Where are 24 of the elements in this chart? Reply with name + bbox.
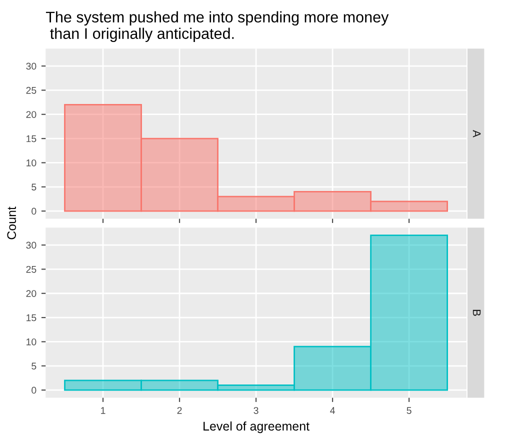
x-tick-label: 2 [177,407,182,414]
y-tick-label: 25 [26,266,36,273]
y-axis-title: Count [7,206,16,240]
y-tick-label: 20 [26,290,36,297]
y-tick-label: 0 [32,208,36,215]
chart-title: The system pushed me into spending more money than I originally anticipated. [46,11,389,42]
y-tick-label: 5 [32,184,36,190]
x-tick-label: 3 [254,407,258,414]
text: B [472,310,481,316]
y-tick-label: 30 [26,242,36,249]
x-axis-title: Level of agreement [204,421,310,434]
y-tick-label: 15 [26,314,36,322]
y-tick-label: 25 [26,86,36,94]
x-tick-label: 4 [330,407,335,414]
y-tick-label: 0 [32,386,36,394]
text: A [472,130,481,138]
y-tick-label: 10 [26,338,36,346]
y-tick-label: 30 [26,62,36,70]
y-tick-label: 20 [26,111,36,118]
y-tick-label: 15 [26,135,36,142]
x-tick-label: 1 [101,407,106,414]
y-tick-label: 10 [26,159,36,166]
x-tick-label: 5 [406,407,412,414]
y-tick-label: 5 [32,362,36,370]
